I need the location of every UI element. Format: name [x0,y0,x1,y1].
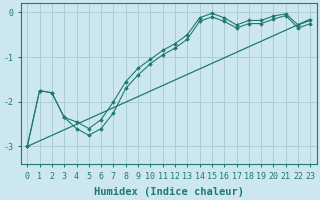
X-axis label: Humidex (Indice chaleur): Humidex (Indice chaleur) [94,186,244,197]
